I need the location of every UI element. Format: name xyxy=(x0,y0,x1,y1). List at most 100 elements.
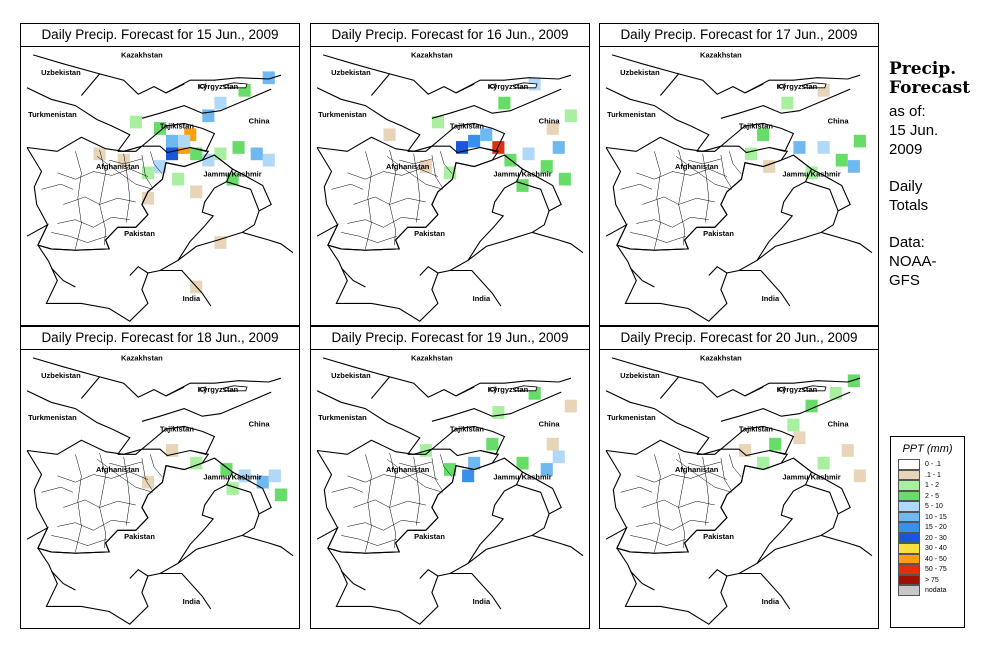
country-label-pakistan: Pakistan xyxy=(414,229,445,238)
province-boundary xyxy=(620,486,653,493)
legend-row: > 75 xyxy=(898,574,964,585)
country-boundary xyxy=(611,54,679,75)
side-title-line2: Forecast xyxy=(889,78,971,98)
legend-items: 0 - .1 .1 - 1 1 - 2 2 - 5 5 - 10 10 - 15 15 - … xyxy=(891,459,964,596)
province-boundary xyxy=(51,232,107,243)
precip-cell xyxy=(214,236,227,249)
country-boundary xyxy=(516,484,550,515)
country-boundary xyxy=(370,73,475,96)
country-boundary xyxy=(720,391,851,422)
precip-cell xyxy=(817,141,830,154)
legend-row: 2 - 5 xyxy=(898,490,964,501)
province-boundary xyxy=(51,535,107,546)
precip-cell xyxy=(190,147,203,161)
forecast-panel-5: Daily Precip. Forecast for 19 Jun., 2009… xyxy=(310,326,590,629)
precip-layer xyxy=(745,84,866,180)
province-boundary xyxy=(720,155,732,189)
province-boundary xyxy=(636,168,727,180)
country-label-pakistan: Pakistan xyxy=(124,532,155,541)
country-boundary xyxy=(431,391,562,422)
province-boundary xyxy=(642,196,715,205)
country-label-kyrgyzstan: Kyrgyzstan xyxy=(198,385,239,394)
province-boundary xyxy=(109,158,142,165)
country-label-india: India xyxy=(183,294,201,303)
country-label-turkmenistan: Turkmenistan xyxy=(607,413,656,422)
country-label-kyrgyzstan: Kyrgyzstan xyxy=(777,82,818,91)
country-label-kyrgyzstan: Kyrgyzstan xyxy=(777,385,818,394)
province-boundary xyxy=(341,232,397,243)
province-boundary xyxy=(353,196,426,205)
country-boundary xyxy=(744,74,861,94)
country-label-china: China xyxy=(828,419,850,428)
province-boundary xyxy=(440,454,453,478)
country-label-tajikistan: Tajikistan xyxy=(739,424,773,433)
country-label-afghanistan: Afghanistan xyxy=(675,465,719,474)
country-boundary xyxy=(450,572,502,610)
country-label-jammu-kashmir: Jammu Kashmir xyxy=(493,170,551,179)
country-boundary xyxy=(370,376,475,399)
province-boundary xyxy=(642,499,715,508)
precip-cell xyxy=(757,456,770,470)
country-boundary xyxy=(455,74,572,94)
country-label-uzbekistan: Uzbekistan xyxy=(41,68,81,77)
country-boundary xyxy=(659,73,764,96)
country-label-jammu-kashmir: Jammu Kashmir xyxy=(782,473,840,482)
country-label-turkmenistan: Turkmenistan xyxy=(28,110,77,119)
country-boundary xyxy=(744,377,861,397)
province-boundary xyxy=(636,519,709,531)
province-boundary xyxy=(347,471,438,483)
country-boundary xyxy=(793,457,873,557)
country-label-kyrgyzstan: Kyrgyzstan xyxy=(488,82,529,91)
precip-map: Kazakhstan Uzbekistan Kyrgyzstan Tajikistan… xyxy=(21,46,299,325)
province-boundary xyxy=(720,458,732,492)
country-label-uzbekistan: Uzbekistan xyxy=(620,371,660,380)
country-label-afghanistan: Afghanistan xyxy=(386,162,430,171)
panel-title: Daily Precip. Forecast for 18 Jun., 2009 xyxy=(21,327,299,350)
province-boundary xyxy=(109,461,142,468)
province-boundary xyxy=(702,153,710,223)
legend-label: .1 - 1 xyxy=(925,471,941,479)
precip-cell xyxy=(558,172,571,186)
province-boundary xyxy=(57,519,130,531)
country-boundary xyxy=(129,568,149,579)
country-label-china: China xyxy=(249,419,271,428)
precip-cell xyxy=(486,437,499,451)
precip-cell xyxy=(793,431,806,445)
precip-cell xyxy=(141,475,154,489)
map-svg: Kazakhstan Uzbekistan Kyrgyzstan Tajikistan… xyxy=(316,50,584,322)
precip-cell xyxy=(468,134,481,148)
legend-row: 0 - .1 xyxy=(898,459,964,470)
precip-cell xyxy=(498,96,511,110)
country-boundary xyxy=(504,457,584,557)
side-title-line1: Precip. xyxy=(889,59,957,79)
precip-cell xyxy=(468,456,481,470)
precip-layer xyxy=(739,374,866,483)
precip-cell xyxy=(564,109,577,123)
country-boundary xyxy=(516,181,550,212)
precip-cell xyxy=(141,191,154,205)
province-boundary xyxy=(630,232,686,243)
legend-row: 20 - 30 xyxy=(898,532,964,543)
country-boundary xyxy=(708,568,728,579)
province-boundary xyxy=(386,459,443,493)
province-boundary xyxy=(654,454,661,552)
province-boundary xyxy=(630,535,686,546)
precip-cell xyxy=(256,475,269,489)
country-label-china: China xyxy=(539,116,561,125)
country-label-pakistan: Pakistan xyxy=(124,229,155,238)
precip-cell xyxy=(853,134,866,148)
precip-cell xyxy=(190,456,203,470)
legend-swatch xyxy=(898,501,920,512)
data-source-label: Data: xyxy=(889,234,925,251)
legend-label: 15 - 20 xyxy=(925,524,947,531)
country-label-pakistan: Pakistan xyxy=(703,229,734,238)
precip-cell xyxy=(250,147,263,161)
precip-cell xyxy=(238,469,251,483)
legend-row: 30 - 40 xyxy=(898,543,964,554)
country-label-jammu-kashmir: Jammu Kashmir xyxy=(493,473,551,482)
country-label-tajikistan: Tajikistan xyxy=(160,121,194,130)
legend-label: 0 - .1 xyxy=(925,461,941,468)
precip-cell xyxy=(787,418,800,432)
totals-line1: Daily xyxy=(889,178,923,195)
province-boundary xyxy=(331,183,364,190)
